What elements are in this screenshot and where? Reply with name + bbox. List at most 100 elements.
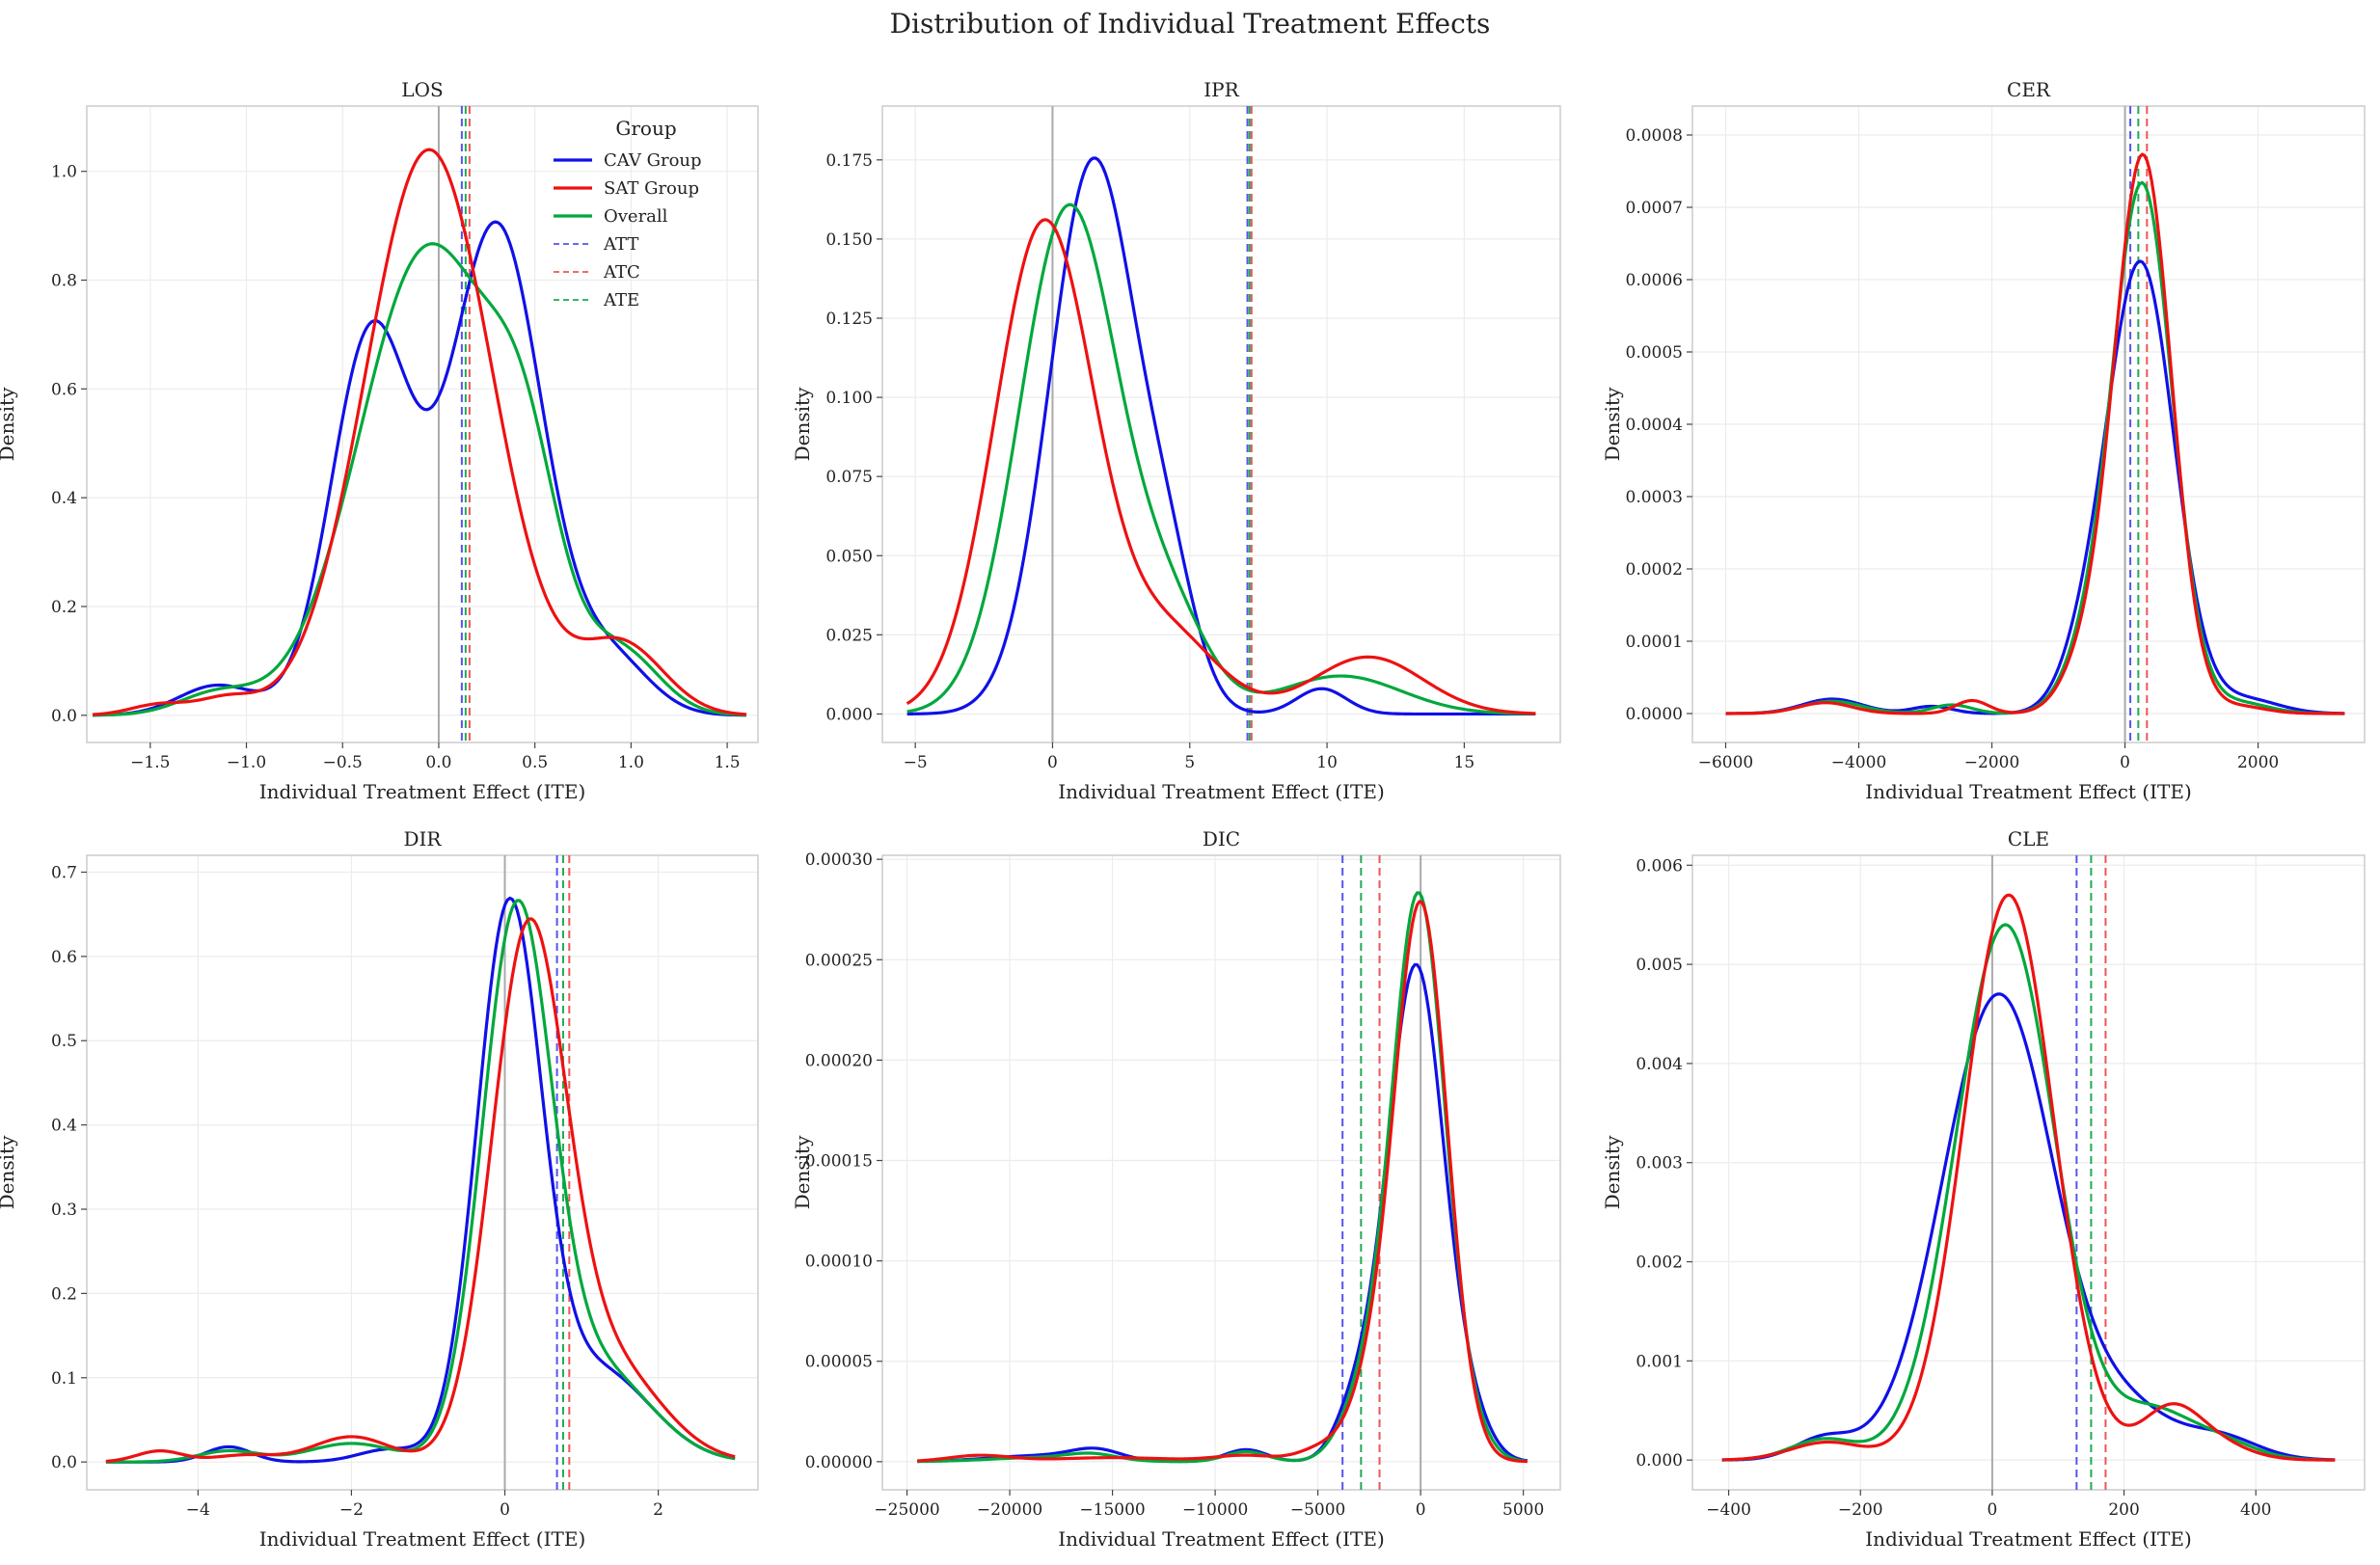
legend-label: ATT bbox=[603, 234, 638, 255]
subplot-cer: −6000 −4000 −2000 0 2000 0.0000 0.0001 0.0002 0.… bbox=[1601, 78, 2366, 803]
subplot-ipr: −5 0 5 10 15 0.000 0.025 0.050 0.075 0.100 0.125 0.… bbox=[791, 78, 1561, 803]
x-axis-label: Individual Treatment Effect (ITE) bbox=[1058, 780, 1385, 803]
y-tick-label: 0.075 bbox=[825, 468, 873, 487]
subplot-title: CER bbox=[2007, 78, 2051, 101]
x-tick-label: −0.5 bbox=[323, 753, 363, 772]
x-tick-label: −1.5 bbox=[130, 753, 170, 772]
y-tick-label: 0.6 bbox=[51, 380, 77, 399]
x-tick-label: 5000 bbox=[1502, 1500, 1544, 1520]
y-tick-label: 0.0006 bbox=[1626, 271, 1683, 290]
y-tick-label: 0.003 bbox=[1636, 1154, 1683, 1174]
x-tick-label: 0 bbox=[1416, 1500, 1426, 1520]
y-tick-label: 0.0001 bbox=[1626, 633, 1683, 652]
y-tick-label: 0.125 bbox=[825, 310, 873, 329]
density-curve-sat-group bbox=[906, 218, 1536, 715]
y-tick-label: 0.006 bbox=[1636, 856, 1683, 876]
y-axis-label: Density bbox=[0, 387, 18, 461]
y-tick-label: 0.0002 bbox=[1626, 560, 1683, 580]
y-tick-label: 0.025 bbox=[825, 626, 873, 645]
y-tick-label: 0.004 bbox=[1636, 1055, 1683, 1074]
x-axis-label: Individual Treatment Effect (ITE) bbox=[259, 1527, 586, 1551]
subplot-title: CLE bbox=[2008, 827, 2049, 850]
density-curve-cav-group bbox=[906, 156, 1536, 716]
y-tick-label: 0.000 bbox=[1636, 1451, 1683, 1471]
density-curve-sat-group bbox=[1721, 893, 2336, 1462]
x-axis-label: Individual Treatment Effect (ITE) bbox=[1865, 780, 2192, 803]
y-tick-label: 0.00010 bbox=[805, 1253, 873, 1272]
density-curve-cav-group bbox=[1721, 992, 2336, 1462]
x-tick-label: −400 bbox=[1706, 1500, 1751, 1520]
y-tick-label: 0.00030 bbox=[805, 850, 873, 870]
density-curve-sat-group bbox=[917, 900, 1528, 1464]
x-tick-label: −4 bbox=[186, 1500, 210, 1520]
y-tick-label: 0.00000 bbox=[805, 1453, 873, 1472]
x-tick-label: 0 bbox=[2120, 753, 2130, 772]
density-curve-overall bbox=[105, 899, 736, 1464]
y-axis-label: Density bbox=[0, 1135, 18, 1209]
legend: Group CAV Group SAT Group Overall ATT ATC ATE bbox=[554, 117, 702, 310]
subplot-title: LOS bbox=[401, 78, 443, 101]
x-tick-label: 0 bbox=[1988, 1500, 1998, 1520]
y-tick-label: 0.000 bbox=[825, 705, 873, 724]
x-tick-label: −6000 bbox=[1698, 753, 1754, 772]
density-curve-sat-group bbox=[1725, 152, 2345, 715]
subplot-title: DIC bbox=[1203, 827, 1240, 850]
y-tick-label: 0.00025 bbox=[805, 951, 873, 970]
y-axis-label: Density bbox=[1601, 1135, 1624, 1209]
x-tick-label: 15 bbox=[1454, 753, 1475, 772]
y-tick-label: 0.150 bbox=[825, 230, 873, 250]
axes-frame bbox=[1691, 854, 2366, 1491]
x-tick-label: −1.0 bbox=[227, 753, 266, 772]
x-tick-label: 400 bbox=[2240, 1500, 2271, 1520]
subplot-title: DIR bbox=[404, 827, 443, 850]
y-tick-label: 0.005 bbox=[1636, 956, 1683, 975]
x-tick-label: −2000 bbox=[1964, 753, 2020, 772]
y-tick-label: 0.00005 bbox=[805, 1353, 873, 1372]
subplot-title: IPR bbox=[1204, 78, 1239, 101]
x-axis-label: Individual Treatment Effect (ITE) bbox=[1058, 1527, 1385, 1551]
x-tick-label: 0 bbox=[500, 1500, 510, 1520]
x-tick-label: −4000 bbox=[1831, 753, 1887, 772]
legend-label: ATE bbox=[603, 290, 639, 310]
y-tick-label: 0.0005 bbox=[1626, 343, 1683, 363]
y-tick-label: 0.1 bbox=[51, 1369, 77, 1389]
y-tick-label: 0.6 bbox=[51, 948, 77, 967]
y-tick-label: 0.4 bbox=[51, 489, 77, 508]
density-curve-overall bbox=[1721, 923, 2336, 1462]
y-tick-label: 0.001 bbox=[1636, 1352, 1683, 1371]
x-tick-label: −5000 bbox=[1290, 1500, 1346, 1520]
x-tick-label: 200 bbox=[2108, 1500, 2139, 1520]
x-tick-label: −15000 bbox=[1079, 1500, 1145, 1520]
y-tick-label: 0.00015 bbox=[805, 1152, 873, 1172]
y-tick-label: 0.0003 bbox=[1626, 488, 1683, 507]
y-axis-label: Density bbox=[1601, 387, 1624, 461]
y-tick-label: 0.3 bbox=[51, 1201, 77, 1220]
axes-frame bbox=[86, 854, 759, 1491]
y-tick-label: 0.5 bbox=[51, 1032, 77, 1051]
density-curve-sat-group bbox=[92, 148, 747, 716]
x-tick-label: 0.5 bbox=[522, 753, 548, 772]
y-tick-label: 0.4 bbox=[51, 1117, 77, 1136]
y-tick-label: 0.100 bbox=[825, 389, 873, 408]
x-tick-label: 1.5 bbox=[715, 753, 741, 772]
x-tick-label: −2 bbox=[339, 1500, 364, 1520]
x-tick-label: −25000 bbox=[874, 1500, 939, 1520]
y-tick-label: 0.050 bbox=[825, 547, 873, 566]
subplot-cle: −400 −200 0 200 400 0.000 0.001 0.002 0.003 0.004… bbox=[1601, 827, 2366, 1551]
subplot-los: −1.5 −1.0 −0.5 0.0 0.5 1.0 1.5 0.0 0.2 0.4 0.6 0.8 1… bbox=[0, 78, 759, 803]
axes-frame bbox=[881, 854, 1561, 1491]
y-axis-label: Density bbox=[791, 387, 814, 461]
y-tick-label: 0.8 bbox=[51, 272, 77, 291]
density-curve-overall bbox=[906, 202, 1536, 715]
y-tick-label: 0.0 bbox=[51, 707, 77, 726]
x-tick-label: 10 bbox=[1316, 753, 1338, 772]
x-tick-label: −200 bbox=[1838, 1500, 1883, 1520]
density-curve-cav-group bbox=[92, 220, 747, 717]
legend-label: SAT Group bbox=[604, 178, 699, 199]
axes-frame bbox=[881, 105, 1561, 743]
y-tick-label: 0.002 bbox=[1636, 1254, 1683, 1273]
x-tick-label: 2 bbox=[653, 1500, 663, 1520]
figure-title: Distribution of Individual Treatment Eff… bbox=[890, 8, 1491, 40]
x-tick-label: 1.0 bbox=[618, 753, 644, 772]
